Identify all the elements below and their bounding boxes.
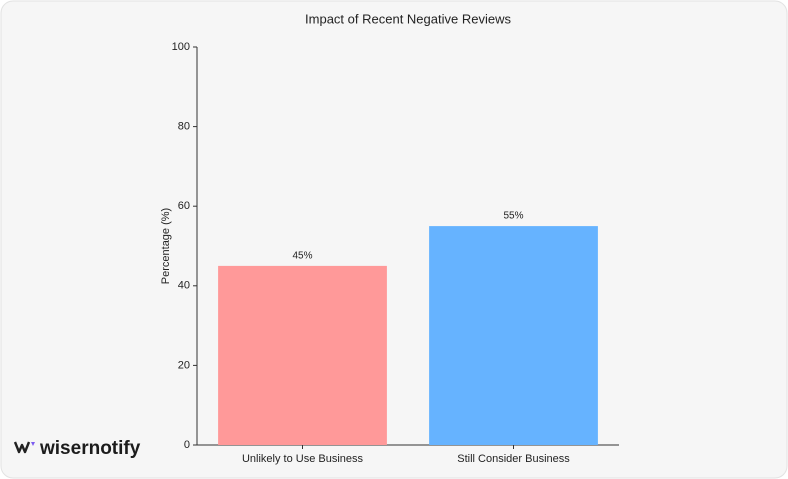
y-tick-label: 100 [172, 41, 190, 53]
brand-name: wisernotify [39, 438, 141, 459]
y-tick-label: 20 [178, 359, 190, 371]
brand-icon-accent [31, 442, 35, 446]
x-tick-label: Still Consider Business [457, 453, 570, 465]
y-tick-label: 60 [178, 200, 190, 212]
brand-logo: wisernotify [13, 438, 141, 459]
x-tick-label: Unlikely to Use Business [242, 453, 364, 465]
y-tick-label: 40 [178, 280, 190, 292]
brand-icon [13, 441, 31, 454]
value-label: 55% [503, 211, 523, 222]
y-axis-label: Percentage (%) [160, 208, 172, 284]
bar [218, 265, 387, 445]
bar [429, 226, 598, 445]
y-tick-label: 0 [184, 439, 190, 451]
chart-title: Impact of Recent Negative Reviews [305, 11, 511, 26]
y-tick-label: 80 [178, 121, 190, 133]
value-label: 45% [292, 251, 312, 262]
